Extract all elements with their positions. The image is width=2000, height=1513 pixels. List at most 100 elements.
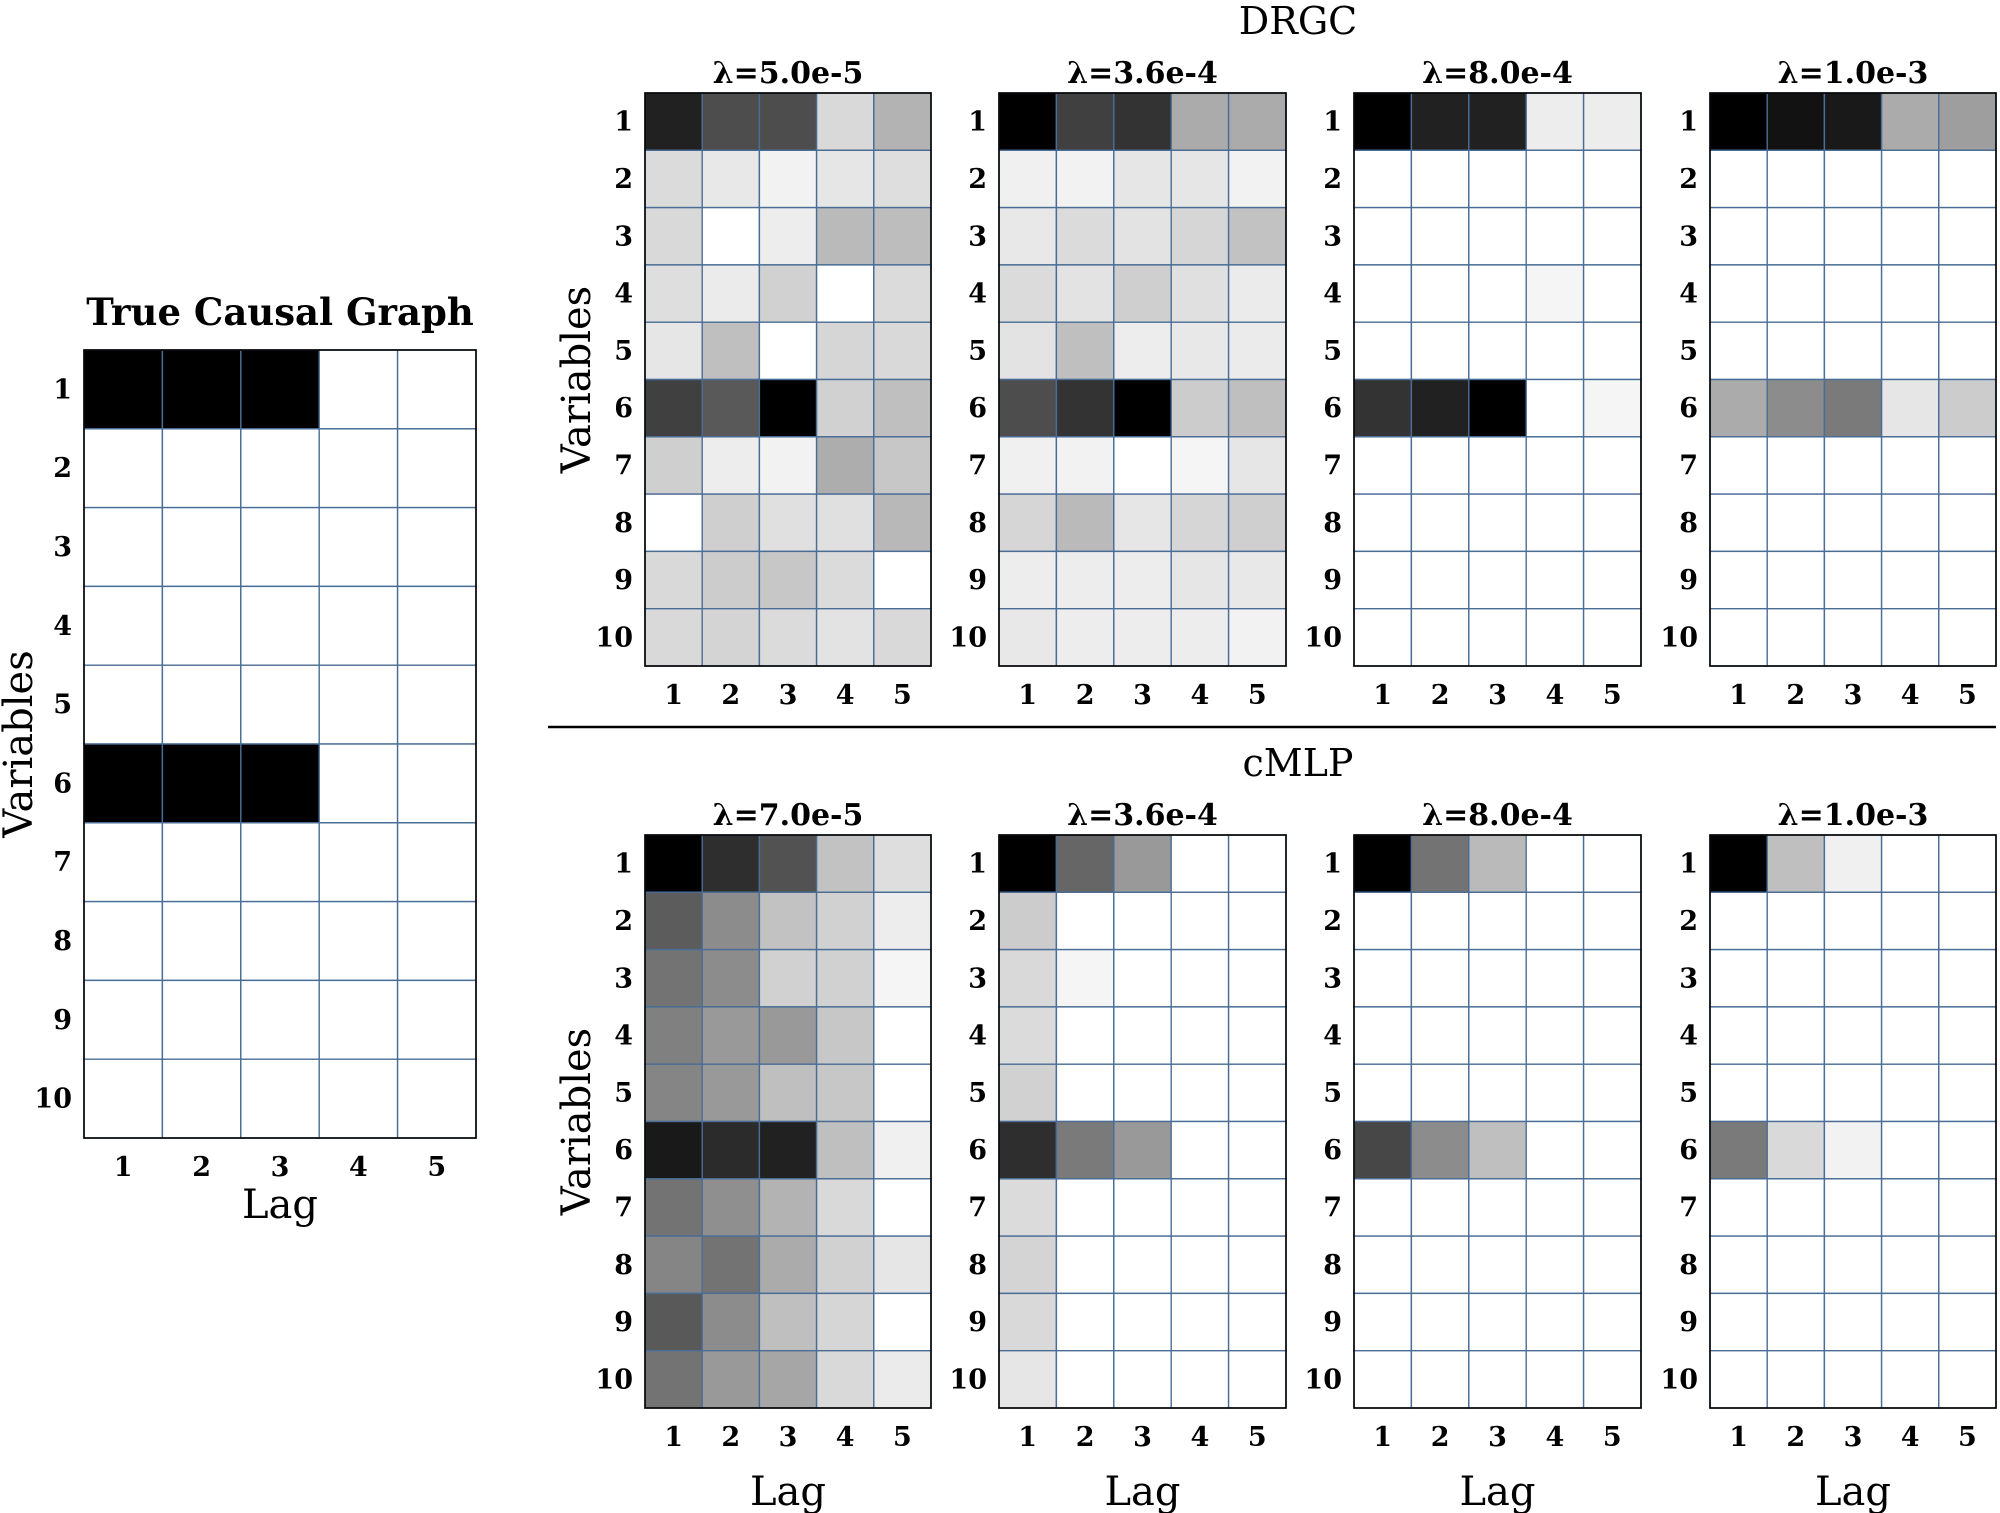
truth-cell-r9-c2 <box>161 979 242 1060</box>
cmlp-1-cell-r1-c3 <box>758 834 818 893</box>
truth-cell-r1-c2 <box>161 349 242 430</box>
drgc-3-cell-r10-c3 <box>1468 608 1527 667</box>
cmlp-4-cell-r5-c5 <box>1938 1063 1997 1123</box>
cmlp-4-cell-r3-c2 <box>1766 948 1826 1008</box>
drgc-2-xtick-2: 2 <box>1076 680 1095 711</box>
drgc-1-cell-r3-c1 <box>644 206 703 266</box>
cmlp-3-cell-r4-c3 <box>1468 1006 1527 1065</box>
drgc-4-cell-r3-c5 <box>1938 206 1997 266</box>
truth-ytick-1: 1 <box>53 374 72 405</box>
drgc-3-cell-r5-c5 <box>1582 321 1642 381</box>
cmlp-4-cell-r7-c5 <box>1938 1178 1997 1237</box>
drgc-4-cell-r4-c4 <box>1880 264 1940 323</box>
cmlp-1-cell-r1-c1 <box>644 834 703 893</box>
drgc-1-cell-r1-c4 <box>815 92 875 151</box>
drgc-4-cell-r7-c2 <box>1766 436 1826 495</box>
cmlp-4-cell-r10-c4 <box>1880 1349 1940 1409</box>
drgc-4-ytick-2: 2 <box>1679 164 1698 195</box>
truth-cell-r6-c3 <box>240 743 320 824</box>
cmlp-1-cell-r8-c2 <box>701 1235 761 1295</box>
drgc-4-cell-r10-c1 <box>1709 608 1768 667</box>
cmlp-1-ytick-8: 8 <box>614 1250 633 1281</box>
cmlp-4-xtick-2: 2 <box>1786 1422 1805 1453</box>
cmlp-3-cell-r4-c5 <box>1582 1006 1642 1065</box>
cmlp-3-cell-r10-c4 <box>1525 1349 1585 1409</box>
truth-cell-r6-c2 <box>161 743 242 824</box>
drgc-2-cell-r6-c5 <box>1227 378 1287 438</box>
cmlp-2-ytick-8: 8 <box>968 1250 987 1281</box>
drgc-4-title: λ=1.0e-3 <box>1778 56 1929 91</box>
truth-cell-r6-c1 <box>83 743 164 824</box>
cmlp-3-ytick-6: 6 <box>1323 1135 1342 1166</box>
cmlp-3-cell-r5-c2 <box>1410 1063 1470 1123</box>
cmlp-3-xtick-5: 5 <box>1603 1422 1622 1453</box>
truth-cell-r9-c1 <box>83 979 164 1060</box>
cmlp-2-cell-r7-c3 <box>1113 1178 1172 1237</box>
drgc-4-cell-r2-c1 <box>1709 149 1768 209</box>
cmlp-3-cell-r3-c1 <box>1353 948 1413 1008</box>
truth-cell-r8-c2 <box>161 900 242 982</box>
truth-ytick-10: 10 <box>34 1084 72 1115</box>
drgc-2-cell-r2-c2 <box>1055 149 1115 209</box>
drgc-3-ytick-9: 9 <box>1323 565 1342 596</box>
cmlp-4-cell-r9-c5 <box>1938 1292 1997 1352</box>
truth-cell-r3-c4 <box>318 506 399 588</box>
drgc-4-cell-r5-c4 <box>1880 321 1940 381</box>
drgc-4-cell-r9-c3 <box>1823 550 1883 610</box>
cmlp-3-ytick-4: 4 <box>1323 1021 1342 1052</box>
truth-cell-r2-c4 <box>318 428 399 509</box>
cmlp-3-cell-r5-c5 <box>1582 1063 1642 1123</box>
drgc-2-cell-r2-c5 <box>1227 149 1287 209</box>
cmlp-2-cell-r6-c3 <box>1113 1120 1172 1180</box>
cmlp-2-cell-r7-c4 <box>1170 1178 1230 1237</box>
drgc-1-cell-r7-c4 <box>815 436 875 495</box>
cmlp-4-cell-r6-c5 <box>1938 1120 1997 1180</box>
drgc-3-cell-r10-c1 <box>1353 608 1413 667</box>
drgc-1-cell-r1-c3 <box>758 92 818 151</box>
drgc-3-cell-r10-c5 <box>1582 608 1642 667</box>
cmlp-1-cell-r9-c3 <box>758 1292 818 1352</box>
cmlp-3-cell-r6-c5 <box>1582 1120 1642 1180</box>
drgc-2-xtick-5: 5 <box>1248 680 1267 711</box>
drgc-2-cell-r10-c3 <box>1113 608 1172 667</box>
cmlp-2-cell-r6-c2 <box>1055 1120 1115 1180</box>
cmlp-1-cell-r2-c3 <box>758 891 818 951</box>
truth-xtick-3: 3 <box>271 1152 290 1183</box>
drgc-2-panel: λ=3.6e-4 1 2 3 4 5 6 7 8 9 10 1 2 3 4 5 <box>949 56 1287 711</box>
cmlp-2-ytick-4: 4 <box>968 1021 987 1052</box>
drgc-4-cell-r9-c1 <box>1709 550 1768 610</box>
truth-xtick-1: 1 <box>114 1152 133 1183</box>
cmlp-2-cell-r6-c4 <box>1170 1120 1230 1180</box>
cmlp-4-cell-r10-c3 <box>1823 1349 1883 1409</box>
drgc-1-cell-r10-c4 <box>815 608 875 667</box>
cmlp-1-cell-r5-c3 <box>758 1063 818 1123</box>
drgc-4-xtick-3: 3 <box>1844 680 1863 711</box>
cmlp-2-cell-r4-c4 <box>1170 1006 1230 1065</box>
cmlp-1-cell-r8-c5 <box>873 1235 932 1295</box>
cmlp-2-cell-r1-c2 <box>1055 834 1115 893</box>
drgc-1-cell-r3-c5 <box>873 206 932 266</box>
drgc-2-cell-r7-c1 <box>998 436 1058 495</box>
drgc-2-cell-r1-c5 <box>1227 92 1287 151</box>
drgc-3-cell-r6-c2 <box>1410 378 1470 438</box>
cmlp-2-xtick-3: 3 <box>1133 1422 1152 1453</box>
cmlp-3-cell-r8-c1 <box>1353 1235 1413 1295</box>
drgc-2-ytick-3: 3 <box>968 221 987 252</box>
cmlp-2-cell-r1-c5 <box>1227 834 1287 893</box>
drgc-2-cell-r6-c2 <box>1055 378 1115 438</box>
cmlp-1-cell-r1-c2 <box>701 834 761 893</box>
drgc-2-cell-r1-c2 <box>1055 92 1115 151</box>
cmlp-2-cell-r9-c3 <box>1113 1292 1172 1352</box>
cmlp-1-cell-r8-c3 <box>758 1235 818 1295</box>
drgc-1-ytick-8: 8 <box>614 508 633 539</box>
drgc-2-cell-r10-c4 <box>1170 608 1230 667</box>
drgc-1-ytick-2: 2 <box>614 164 633 195</box>
cmlp-2-cell-r2-c1 <box>998 891 1058 951</box>
truth-frame <box>83 349 477 1139</box>
truth-cell-r1-c3 <box>240 349 320 430</box>
cmlp-2-cell-r10-c4 <box>1170 1349 1230 1409</box>
drgc-3-cell-r3-c4 <box>1525 206 1585 266</box>
truth-cell-r7-c2 <box>161 822 242 903</box>
drgc-2-cell-r4-c2 <box>1055 264 1115 323</box>
drgc-1-ytick-4: 4 <box>614 279 633 310</box>
